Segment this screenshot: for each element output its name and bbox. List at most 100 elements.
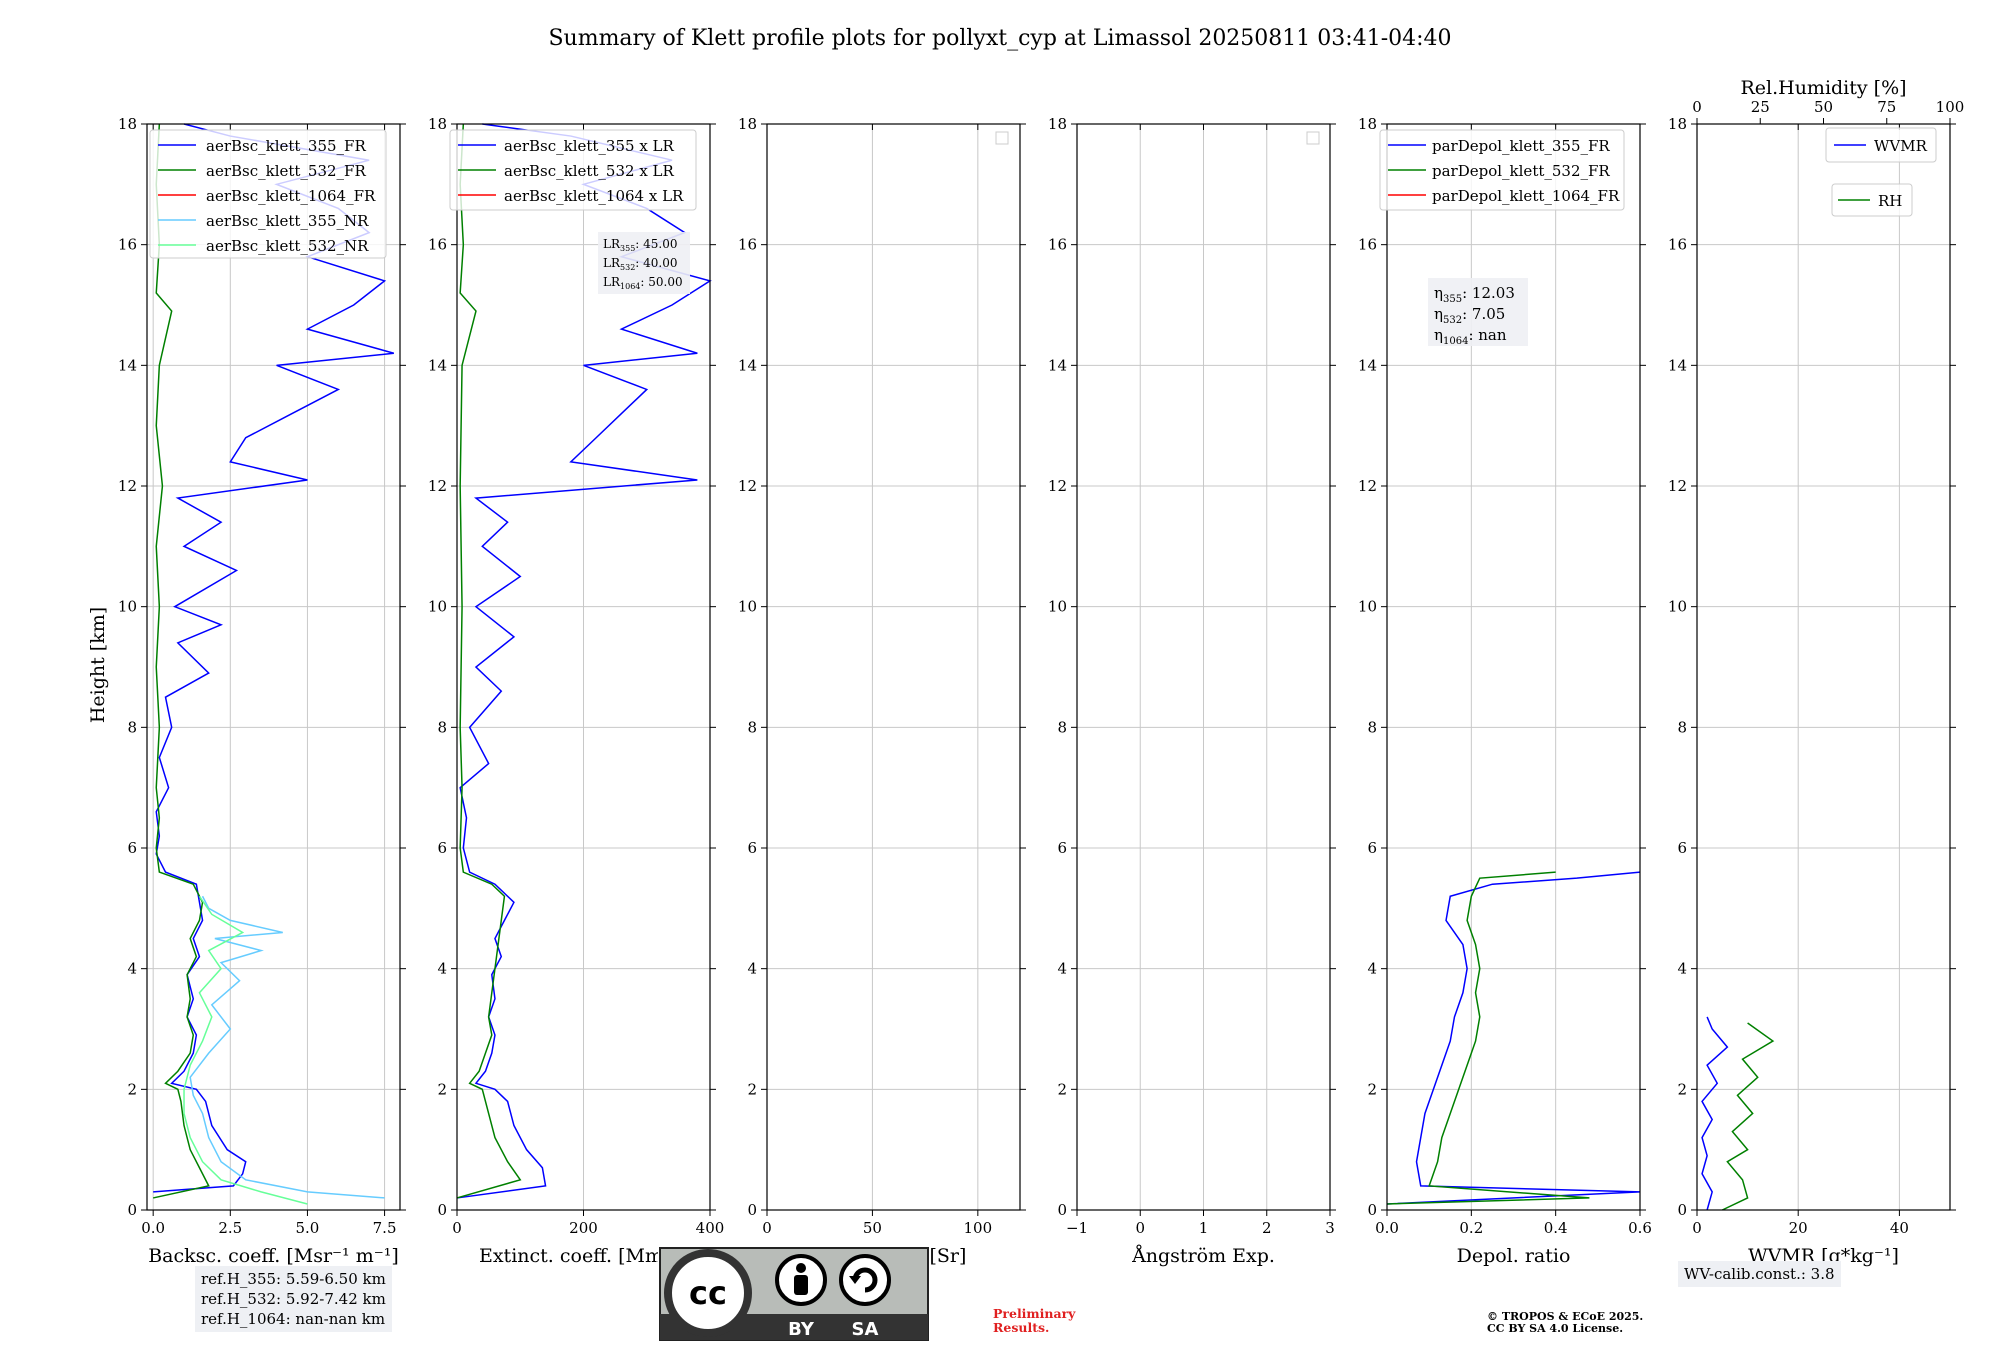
x-tick-label: 0.2: [1459, 1219, 1483, 1237]
y-tick-label: 6: [1057, 839, 1067, 857]
x-tick-label: 0: [762, 1219, 772, 1237]
series-parDepol_klett_532_FR: [1386, 871, 1590, 1205]
plot-frame: [766, 123, 1021, 1211]
y-tick-label: 2: [437, 1080, 447, 1098]
y-tick-label: 4: [127, 960, 137, 978]
copyright-note: © TROPOS & ECoE 2025. CC BY SA 4.0 Licen…: [1487, 1311, 1643, 1335]
x-tick-label: 50: [863, 1219, 882, 1237]
eta532-label: η: [1434, 305, 1443, 323]
y-tick-label: 16: [738, 236, 757, 254]
eta1064-value: : nan: [1468, 326, 1506, 344]
y-tick-label: 18: [428, 115, 447, 133]
y-tick-label: 18: [1668, 115, 1687, 133]
y-tick-label: 12: [1668, 477, 1687, 495]
eta355-sub: 355: [1443, 294, 1462, 305]
x-tick-label: 100: [964, 1219, 993, 1237]
x-tick-label: 0: [452, 1219, 462, 1237]
cc-circle-icon: [664, 1249, 752, 1337]
sa-share-icon: [839, 1254, 891, 1306]
preliminary-note: Preliminary Results.: [993, 1307, 1075, 1335]
y-tick-label: 8: [127, 718, 137, 736]
series-aerBsc_klett_355 x LR: [456, 123, 712, 1199]
legend-extinction: aerBsc_klett_355 x LR aerBsc_klett_532 x…: [449, 129, 697, 211]
series-parDepol_klett_355_FR: [1386, 871, 1641, 1205]
x-tick-label: 0: [1135, 1219, 1145, 1237]
legend-wvmr-label: WVMR: [1874, 137, 1928, 155]
y-tick-label: 12: [428, 477, 447, 495]
x-tick-label: 0.0: [1375, 1219, 1399, 1237]
series-RH: [1721, 1022, 1775, 1211]
eta532-value: : 7.05: [1462, 305, 1505, 323]
legend-ext-1064: aerBsc_klett_1064 x LR: [504, 187, 684, 205]
y-tick-label: 10: [1668, 598, 1687, 616]
series-WVMR: [1701, 1016, 1729, 1211]
eta532-sub: 532: [1443, 315, 1462, 326]
sa-text: SA: [852, 1319, 879, 1340]
y-tick-label: 6: [1367, 839, 1377, 857]
eta355-label: η: [1434, 284, 1443, 302]
y-tick-label: 6: [1677, 839, 1687, 857]
x-tick-label: 5.0: [296, 1219, 320, 1237]
copyright-line-2: CC BY SA 4.0 License.: [1487, 1322, 1624, 1335]
empty-legend-angstrom: [1306, 131, 1320, 145]
x-axis-label: Depol. ratio: [1457, 1245, 1571, 1267]
y-tick-label: 8: [1367, 718, 1377, 736]
cc-text: cc: [689, 1274, 727, 1312]
by-text: BY: [788, 1319, 815, 1340]
lr532-value: : 40.00: [635, 256, 677, 270]
y-tick-label: 18: [738, 115, 757, 133]
legend-depol-532: parDepol_klett_532_FR: [1432, 162, 1610, 180]
x-tick-label: −1: [1066, 1219, 1088, 1237]
series-aerBsc_klett_532_NR: [183, 895, 308, 1205]
lr1064-sub: 1064: [620, 282, 640, 291]
y-tick-label: 0: [747, 1201, 757, 1219]
eta1064-label: η: [1434, 326, 1443, 344]
eta355-value: : 12.03: [1462, 284, 1515, 302]
y-tick-label: 8: [1677, 718, 1687, 736]
y-tick-label: 18: [1358, 115, 1377, 133]
preliminary-line-2: Results.: [993, 1320, 1050, 1335]
y-tick-label: 2: [1367, 1080, 1377, 1098]
panel-depol: 0 2 4 6 8 10 12 14 16 18 0.0 0.2 0.4 0.6 Depol. ratio: [1358, 115, 1652, 1267]
x-tick-label: 1: [1199, 1219, 1209, 1237]
lr1064-value: : 50.00: [640, 275, 682, 289]
y-tick-label: 14: [1358, 356, 1377, 374]
y-tick-label: 2: [1677, 1080, 1687, 1098]
x-tick-label: 7.5: [373, 1219, 397, 1237]
svg-text:LR1064: 50.00: LR1064: 50.00: [603, 275, 683, 291]
lr355-sub: 355: [620, 244, 635, 253]
legend-depol: parDepol_klett_355_FR parDepol_klett_532…: [1379, 129, 1625, 211]
y-tick-label: 18: [1048, 115, 1067, 133]
series-aerBsc_klett_355_NR: [189, 895, 385, 1199]
x-axis-label: Extinct. coeff. [Mm⁻¹]: [479, 1245, 688, 1267]
y-tick-label: 0: [1677, 1201, 1687, 1219]
svg-text:LR355: 45.00: LR355: 45.00: [603, 237, 678, 253]
x-tick-label: 0.0: [141, 1219, 165, 1237]
y-tick-label: 14: [1668, 356, 1687, 374]
figure-title: Summary of Klett profile plots for polly…: [548, 26, 1451, 51]
y-tick-label: 12: [1048, 477, 1067, 495]
y-tick-label: 16: [1048, 236, 1067, 254]
y-tick-label: 0: [1057, 1201, 1067, 1219]
eta1064-sub: 1064: [1443, 336, 1468, 347]
x2-tick-label: 25: [1751, 98, 1770, 116]
y-tick-label: 4: [1677, 960, 1687, 978]
y-tick-label: 10: [1048, 598, 1067, 616]
legend-bsc-532: aerBsc_klett_532_FR: [206, 162, 366, 180]
x-tick-label: 0.6: [1628, 1219, 1652, 1237]
eta-annotation: η355: 12.03 η532: 7.05 η1064: nan: [1428, 278, 1528, 347]
lr532-sub: 532: [620, 263, 635, 272]
cc-by-sa-badge: cc BY SA: [658, 1246, 930, 1342]
lr1064-label: LR: [603, 275, 621, 289]
y-tick-label: 8: [747, 718, 757, 736]
legend-bsc-355-nr: aerBsc_klett_355_NR: [206, 212, 369, 230]
x-axis-label: Ångström Exp.: [1131, 1245, 1275, 1267]
panel-backscatter: 0 2 4 6 8 10 12 14 16 18 0.0 2.5 5.0 7.5 Backsc. coeff…: [118, 115, 406, 1267]
y-tick-label: 2: [127, 1080, 137, 1098]
svg-text:LR532: 40.00: LR532: 40.00: [603, 256, 678, 272]
legend-ext-355: aerBsc_klett_355 x LR: [504, 137, 675, 155]
preliminary-line-1: Preliminary: [993, 1306, 1076, 1321]
legend-bsc-532-nr: aerBsc_klett_532_NR: [206, 237, 369, 255]
y-tick-label: 14: [1048, 356, 1067, 374]
